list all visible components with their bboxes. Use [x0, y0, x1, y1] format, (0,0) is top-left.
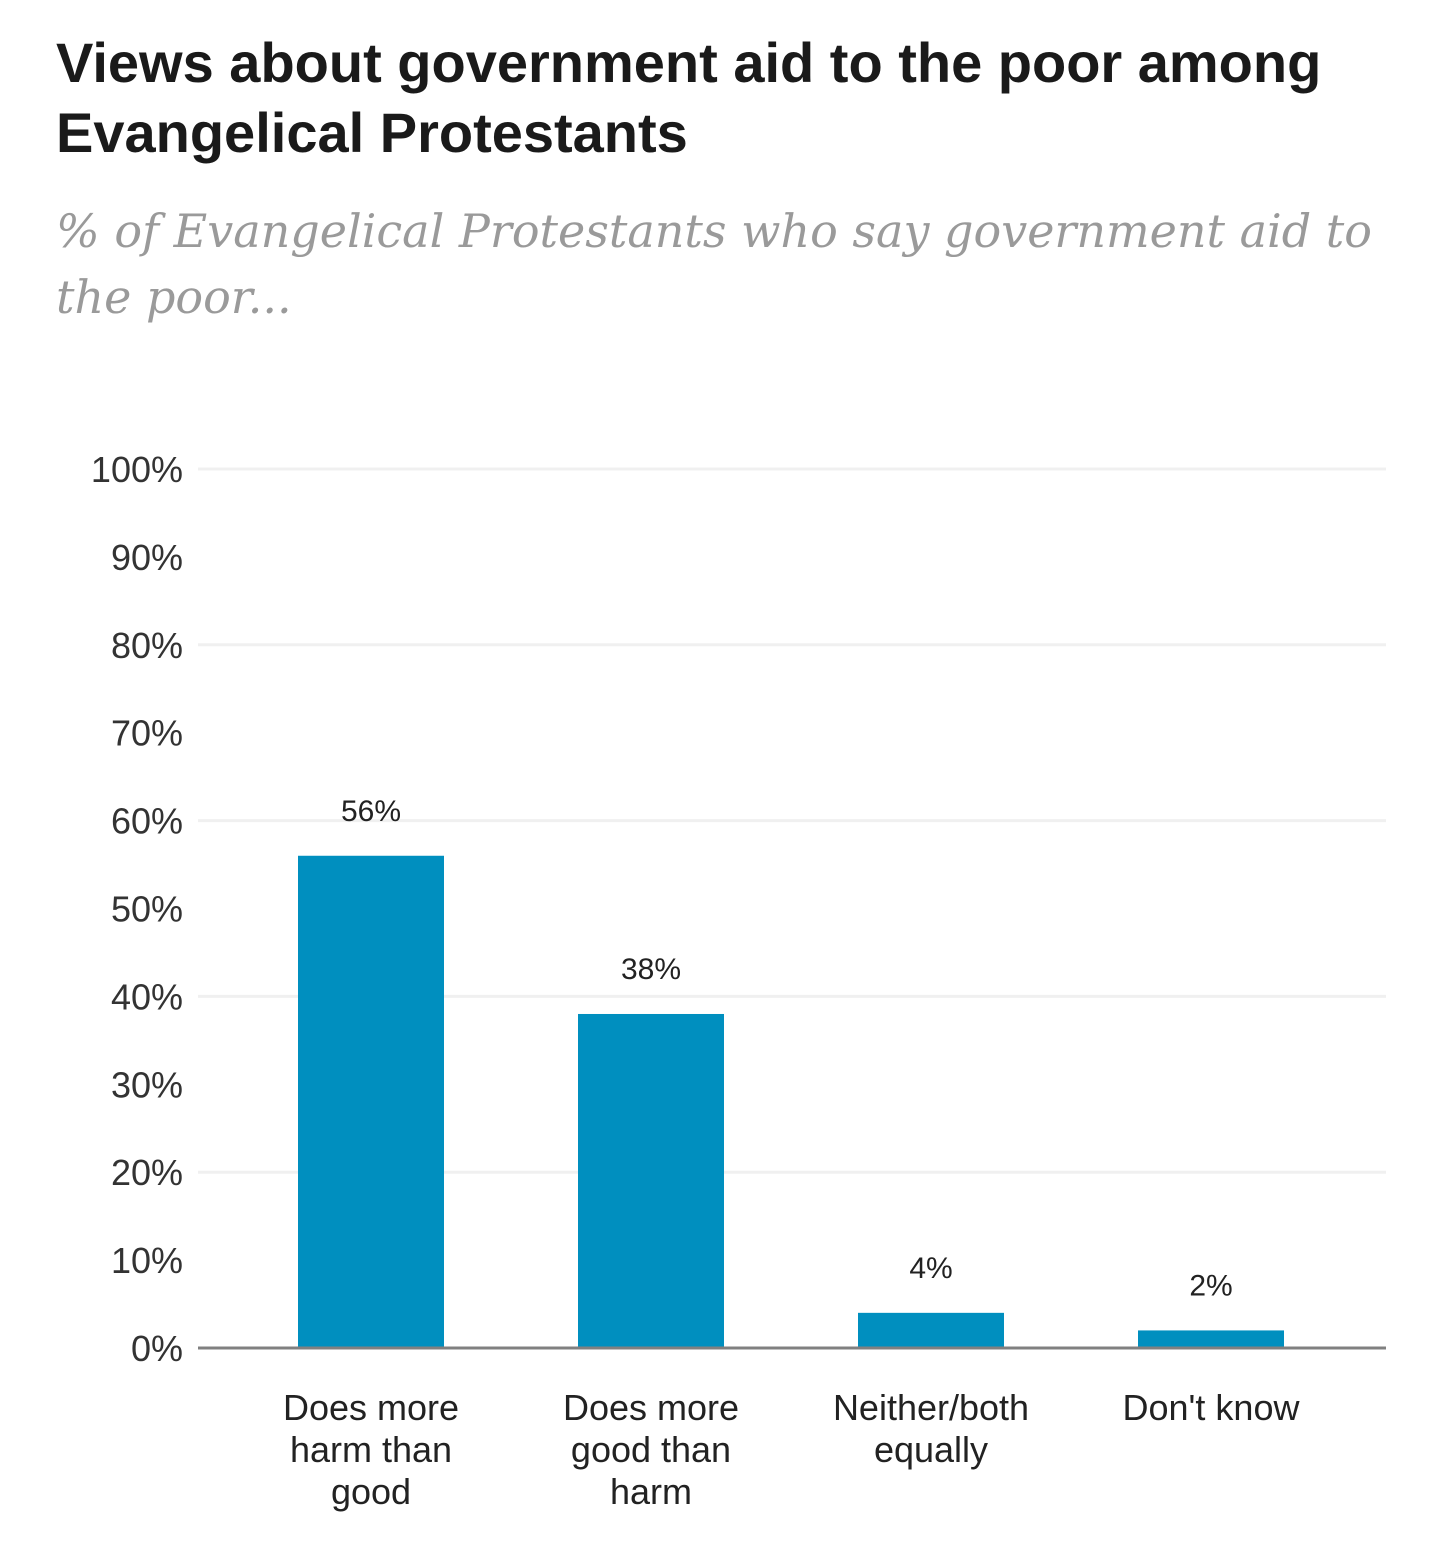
bar-2 — [858, 1312, 1004, 1348]
data-label-2: 4% — [909, 1252, 952, 1285]
category-label-3: Don't know — [1123, 1387, 1301, 1428]
category-label-1: Does more good than harm — [563, 1387, 739, 1512]
data-label-3: 2% — [1189, 1269, 1232, 1302]
y-tick-label: 80% — [111, 625, 183, 666]
bars — [298, 855, 1284, 1348]
category-label-line: Don't know — [1123, 1387, 1301, 1428]
y-tick-label: 30% — [111, 1064, 183, 1105]
y-tick-label: 40% — [111, 976, 183, 1017]
y-tick-label: 60% — [111, 801, 183, 842]
y-tick-label: 90% — [111, 537, 183, 578]
data-label-0: 56% — [341, 795, 401, 828]
data-labels: 56% 38% 4% 2% — [341, 795, 1233, 1303]
category-label-0: Does more harm than good — [283, 1387, 459, 1512]
bar-3 — [1138, 1330, 1284, 1348]
category-label-2: Neither/both equally — [833, 1387, 1029, 1470]
y-axis-ticks: 0% 10% 20% 30% 40% 50% 60% 70% 80% 90% 100% — [91, 449, 183, 1369]
y-tick-label: 70% — [111, 713, 183, 754]
y-tick-label: 10% — [111, 1240, 183, 1281]
chart-subtitle: % of Evangelical Protestants who say gov… — [56, 204, 1372, 324]
y-tick-label: 50% — [111, 889, 183, 930]
category-label-line: equally — [874, 1429, 988, 1470]
chart-title: Views about government aid to the poor a… — [56, 31, 1322, 164]
category-label-line: good — [331, 1471, 411, 1512]
category-label-line: harm — [610, 1471, 692, 1512]
category-label-line: harm than — [290, 1429, 452, 1470]
bar-1 — [578, 1013, 724, 1348]
category-label-line: Does more — [283, 1387, 459, 1428]
data-label-1: 38% — [621, 953, 681, 986]
bar-0 — [298, 855, 444, 1348]
category-label-line: good than — [571, 1429, 731, 1470]
y-tick-label: 100% — [91, 449, 183, 490]
y-tick-label: 20% — [111, 1152, 183, 1193]
y-tick-label: 0% — [131, 1328, 183, 1369]
category-label-line: Does more — [563, 1387, 739, 1428]
category-label-line: Neither/both — [833, 1387, 1029, 1428]
